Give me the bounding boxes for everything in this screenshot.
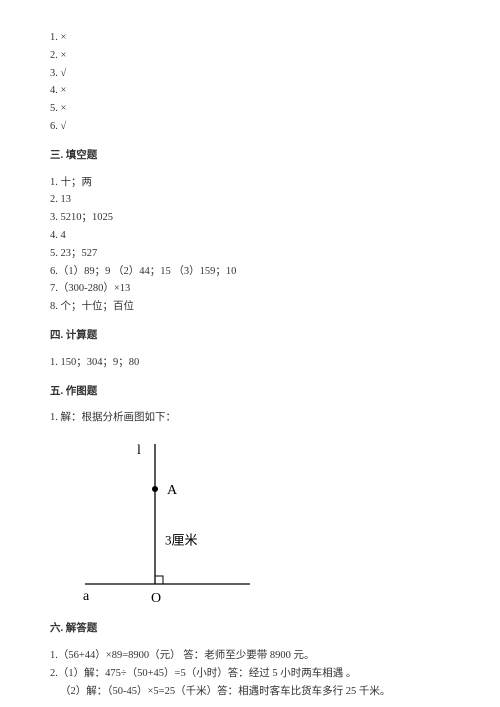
svg-text:A: A [167,483,178,498]
tf-item: 3. √ [50,66,450,83]
fill-item: 3. 5210；1025 [50,210,450,227]
tf-list: 1. × 2. × 3. √ 4. × 5. × 6. √ [50,30,450,136]
tf-item: 6. √ [50,119,450,136]
tf-num: 4. [50,85,58,96]
fill-item: 1. 十；两 [50,175,450,192]
geometry-diagram: l A 3厘米 a O [75,439,255,609]
tf-mark: × [61,85,67,96]
answer-item: 1.（56+44）×89=8900（元） 答：老师至少要带 8900 元。 [50,648,450,665]
tf-num: 3. [50,68,58,79]
fill-item: 4. 4 [50,228,450,245]
fill-item: 5. 23；527 [50,246,450,263]
fill-item: 8. 个；十位；百位 [50,299,450,316]
section4-list: 1. 150；304；9；80 [50,355,450,372]
section3-title: 三. 填空题 [50,148,450,165]
section5-intro: 1. 解：根据分析画图如下： [50,410,450,427]
tf-num: 1. [50,32,58,43]
diagram-svg: l A 3厘米 a O [75,439,255,609]
fill-item: 7.（300-280）×13 [50,281,450,298]
section3-list: 1. 十；两 2. 13 3. 5210；1025 4. 4 5. 23；527… [50,175,450,316]
tf-mark: × [61,50,67,61]
tf-num: 6. [50,121,58,132]
tf-mark: √ [61,121,67,132]
fill-item: 2. 13 [50,192,450,209]
calc-item: 1. 150；304；9；80 [50,355,450,372]
svg-text:3厘米: 3厘米 [165,533,198,548]
section5-title: 五. 作图题 [50,384,450,401]
section4-title: 四. 计算题 [50,328,450,345]
svg-text:l: l [137,443,141,458]
tf-item: 4. × [50,83,450,100]
tf-num: 2. [50,50,58,61]
svg-text:a: a [83,589,90,604]
fill-item: 6.（1）89；9 （2）44；15 （3）159；10 [50,264,450,281]
tf-mark: √ [61,68,67,79]
tf-item: 1. × [50,30,450,47]
tf-item: 5. × [50,101,450,118]
tf-mark: × [61,32,67,43]
answer-item: （2）解：（50-45）×5=25（千米）答：相遇时客车比货车多行 25 千米。 [60,684,450,701]
svg-text:O: O [151,591,161,606]
answer-item: 2.（1）解：475÷（50+45）=5（小时）答：经过 5 小时两车相遇 。 [50,666,450,683]
section6-list: 1.（56+44）×89=8900（元） 答：老师至少要带 8900 元。 2.… [50,648,450,700]
tf-mark: × [61,103,67,114]
tf-item: 2. × [50,48,450,65]
tf-num: 5. [50,103,58,114]
section6-title: 六. 解答题 [50,621,450,638]
